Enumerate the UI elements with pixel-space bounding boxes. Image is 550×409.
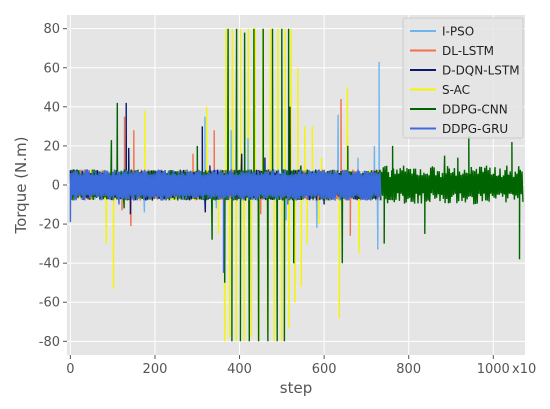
- y-tick-label: -20: [39, 218, 60, 233]
- x-axis-multiplier: x10: [512, 362, 536, 377]
- x-tick-label: 600: [312, 362, 337, 377]
- x-tick-label: 200: [143, 362, 168, 377]
- legend-label: DDPG-CNN: [442, 103, 508, 117]
- y-tick-label: -80: [39, 335, 60, 350]
- y-axis: -80 -60 -40 -20 0 20 40 60 80: [39, 22, 67, 350]
- series-line: [69, 169, 382, 273]
- y-tick-label: 80: [43, 22, 60, 37]
- x-tick-label: 400: [227, 362, 252, 377]
- series-layer: [69, 28, 524, 342]
- x-tick-label: 1000: [477, 362, 510, 377]
- y-axis-label: Torque (N.m): [12, 136, 30, 234]
- y-tick-label: -40: [39, 257, 60, 272]
- legend-label: DDPG-GRU: [442, 122, 508, 136]
- legend-label: D-DQN-LSTM: [442, 64, 520, 78]
- y-tick-label: 60: [43, 61, 60, 76]
- legend-label: I-PSO: [442, 25, 474, 39]
- legend: I-PSO DL-LSTM D-DQN-LSTM S-AC DDPG-CNN DDPG-G…: [402, 17, 524, 139]
- x-tick-label: 0: [66, 362, 74, 377]
- y-tick-label: 0: [52, 179, 60, 194]
- legend-label: DL-LSTM: [442, 44, 494, 58]
- legend-label: S-AC: [442, 83, 470, 97]
- x-axis: 0 200 400 600 800 1000: [66, 355, 510, 377]
- y-tick-label: -60: [39, 296, 60, 311]
- x-axis-label: step: [280, 379, 312, 397]
- x-tick-label: 800: [396, 362, 421, 377]
- series-ddpg-gru: [69, 169, 382, 273]
- y-tick-label: 20: [43, 139, 60, 154]
- y-tick-label: 40: [43, 100, 60, 115]
